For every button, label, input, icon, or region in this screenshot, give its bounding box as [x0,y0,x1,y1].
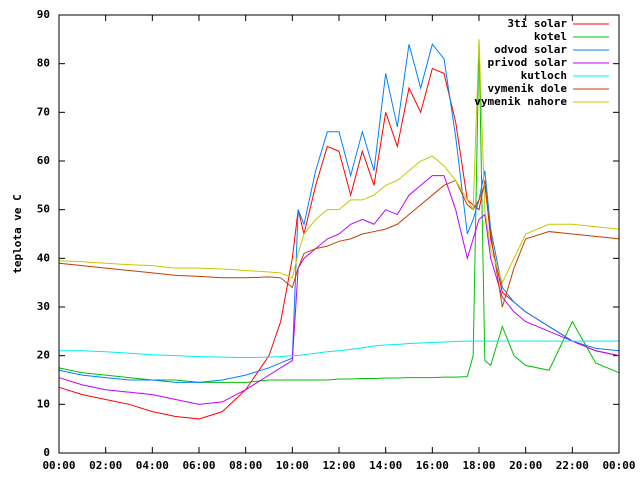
x-tick-label: 14:00 [369,459,402,472]
x-tick-label: 18:00 [462,459,495,472]
y-tick-label: 0 [43,446,50,459]
y-tick-label: 50 [37,203,50,216]
series-line [58,67,620,420]
x-tick-label: 12:00 [322,459,355,472]
legend-label: 3ti solar [507,17,567,30]
y-tick-label: 20 [37,349,50,362]
y-tick-label: 60 [37,154,50,167]
legend-label: kotel [534,30,567,43]
legend-label: kutloch [521,69,567,82]
plot-frame [58,14,620,454]
series-line [58,39,620,383]
series-line [58,43,620,383]
y-tick-label: 10 [37,397,50,410]
y-tick-label: 70 [37,105,50,118]
x-tick-label: 00:00 [602,459,635,472]
y-tick-label: 90 [37,8,50,21]
y-tick-label: 30 [37,300,50,313]
x-tick-label: 16:00 [416,459,449,472]
x-tick-label: 08:00 [229,459,262,472]
x-tick-label: 04:00 [136,459,169,472]
series-line [58,39,620,284]
series-line [58,179,620,308]
x-tick-label: 20:00 [509,459,542,472]
legend-label: privod solar [488,56,568,69]
y-tick-label: 40 [37,251,50,264]
x-tick-label: 22:00 [556,459,589,472]
y-tick-label: 80 [37,57,50,70]
series-line [59,340,619,359]
x-tick-label: 02:00 [89,459,122,472]
x-tick-label: 06:00 [182,459,215,472]
y-axis-label: teplota ve C [11,194,24,273]
legend-label: odvod solar [494,43,567,56]
legend-label: vymenik dole [488,82,568,95]
x-tick-label: 00:00 [42,459,75,472]
legend-label: vymenik nahore [474,95,567,108]
x-tick-label: 10:00 [276,459,309,472]
